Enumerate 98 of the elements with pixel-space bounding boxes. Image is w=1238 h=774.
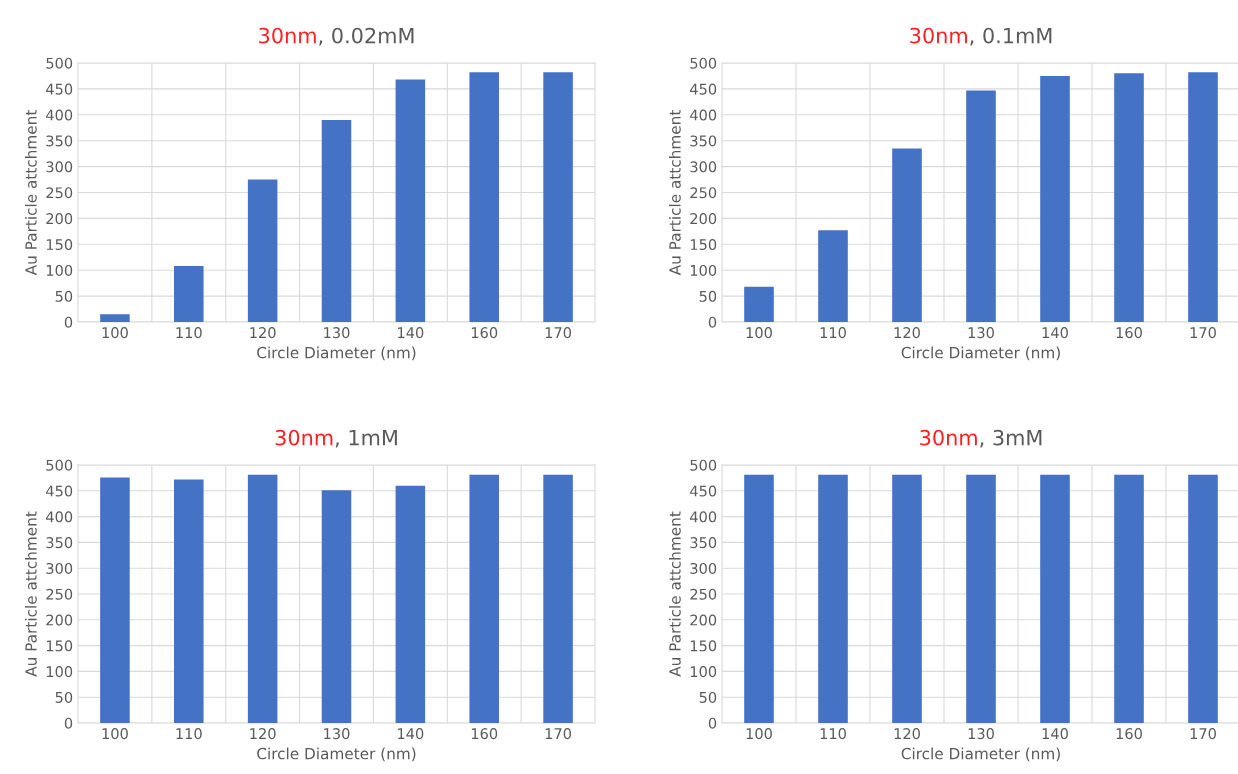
x-tick-label: 120 [250,327,276,339]
x-tick-label: 110 [176,728,202,740]
y-tick-label: 400 [690,109,717,121]
x-axis-title: Circle Diameter (nm) [901,346,1060,361]
bar [1114,73,1144,322]
y-tick-label: 200 [690,213,717,225]
chart-title: 30nm, 0.02mM [259,27,414,46]
y-tick-label: 50 [699,290,717,302]
y-tick-label: 450 [46,485,73,497]
bar [1188,72,1218,322]
x-tick-label: 170 [1190,327,1216,339]
y-tick-label: 450 [690,485,717,497]
y-tick-label: 400 [690,511,717,523]
x-tick-label: 130 [968,327,994,339]
bar [543,72,573,322]
y-tick-label: 50 [699,691,717,703]
y-tick-label: 250 [690,187,717,199]
y-tick-label: 350 [46,537,73,549]
x-tick-label: 110 [820,728,846,740]
x-tick-label: 130 [324,728,350,740]
y-axis-title: Au Particle attchment [24,511,37,677]
x-axis-title: Circle Diameter (nm) [257,346,416,361]
y-tick-label: 0 [708,316,717,328]
x-tick-label: 100 [102,728,128,740]
bar [395,79,426,322]
y-tick-label: 300 [690,562,717,574]
y-tick-label: 100 [690,666,717,678]
x-tick-label: 100 [746,327,772,339]
y-tick-label: 150 [46,640,73,652]
chart-title: 30nm, 0.1mM [910,27,1052,46]
y-axis-title: Au Particle attchment [668,110,681,276]
y-tick-label: 200 [46,213,73,225]
y-tick-label: 500 [46,57,73,69]
bar [321,119,352,322]
x-tick-label: 140 [1042,728,1068,740]
y-tick-label: 400 [46,511,73,523]
y-tick-label: 350 [690,135,717,147]
x-axis-title: Circle Diameter (nm) [901,747,1060,762]
y-tick-label: 50 [55,691,73,703]
y-tick-label: 150 [46,239,73,251]
bar [892,148,922,322]
y-tick-label: 100 [46,264,73,276]
x-tick-label: 140 [1042,327,1068,339]
bar [247,179,278,322]
y-tick-label: 200 [690,614,717,626]
y-tick-label: 350 [46,135,73,147]
y-tick-label: 200 [46,614,73,626]
chart-title: 30nm, 1mM [275,429,397,448]
bar [818,230,848,322]
y-tick-label: 450 [46,83,73,95]
y-tick-label: 150 [690,640,717,652]
x-tick-label: 130 [324,327,350,339]
x-tick-label: 160 [471,728,498,740]
y-tick-label: 50 [55,290,73,302]
y-tick-label: 250 [690,588,717,600]
x-axis-title: Circle Diameter (nm) [257,747,416,762]
y-tick-label: 250 [46,588,73,600]
x-tick-label: 110 [820,327,846,339]
x-tick-label: 120 [894,327,920,339]
y-tick-label: 350 [690,537,717,549]
x-tick-label: 170 [545,728,572,740]
x-tick-label: 140 [398,327,424,339]
x-tick-label: 120 [894,728,920,740]
x-tick-label: 100 [102,327,128,339]
y-tick-label: 300 [690,161,717,173]
y-tick-label: 100 [46,666,73,678]
bar [174,266,204,322]
x-tick-label: 160 [471,327,498,339]
y-axis-title: Au Particle attchment [668,511,681,677]
x-tick-label: 110 [176,327,202,339]
y-tick-label: 300 [46,562,73,574]
bar [744,286,774,322]
y-tick-label: 0 [64,316,73,328]
x-tick-label: 170 [1190,728,1216,740]
y-tick-label: 100 [690,264,717,276]
y-tick-label: 500 [690,57,717,69]
y-tick-label: 500 [690,459,717,471]
x-tick-label: 120 [250,728,276,740]
chart-title: 30nm, 3mM [920,429,1042,448]
y-axis-title: Au Particle attchment [24,110,37,276]
x-tick-label: 100 [746,728,772,740]
x-tick-label: 160 [1116,327,1142,339]
y-tick-label: 500 [46,459,73,471]
x-tick-label: 170 [545,327,572,339]
bar [1040,75,1070,322]
x-tick-label: 140 [398,728,424,740]
y-tick-label: 250 [46,187,73,199]
y-tick-label: 0 [64,717,73,729]
x-tick-label: 130 [968,728,994,740]
x-tick-label: 160 [1116,728,1142,740]
bar [100,314,130,322]
bar [469,72,499,322]
y-tick-label: 0 [708,717,717,729]
y-tick-label: 300 [46,161,73,173]
bar [966,90,996,322]
y-tick-label: 150 [690,239,717,251]
y-tick-label: 400 [46,109,73,121]
y-tick-label: 450 [690,83,717,95]
